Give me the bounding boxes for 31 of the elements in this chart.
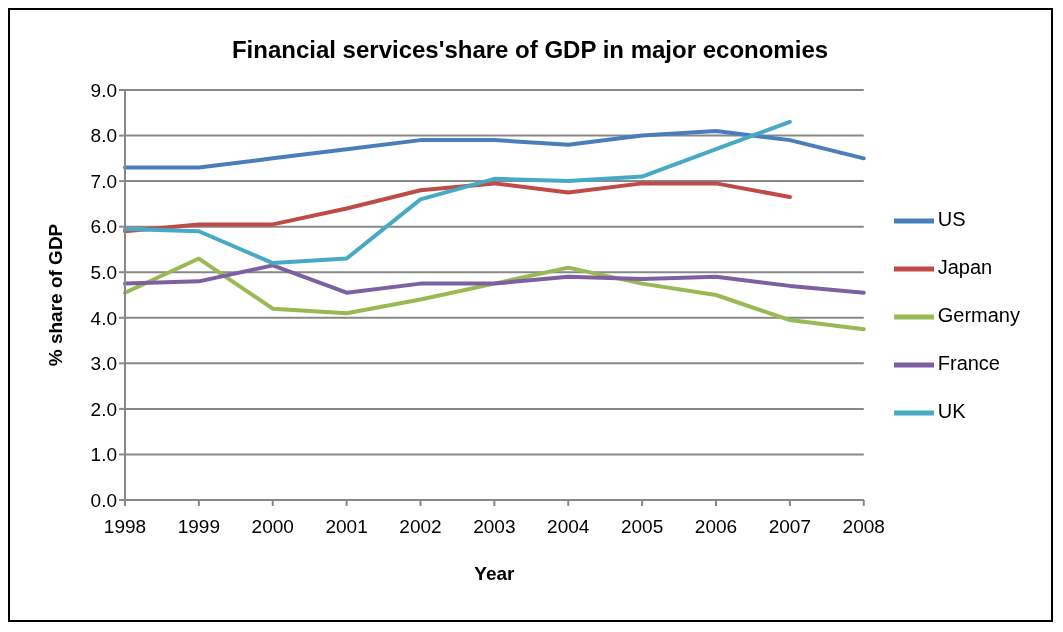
line-series [123,119,792,266]
x-tick-label: 2006 [694,516,738,538]
y-tick-label: 9.0 [90,79,117,101]
y-tick-label: 1.0 [90,444,117,466]
x-tick-label: 2004 [547,516,590,538]
chart-title: Financial services'share of GDP in major economies [230,36,830,64]
legend-label: Japan [937,256,993,278]
y-tick-label: 7.0 [90,170,117,192]
x-tick-label: 2007 [768,516,812,538]
x-tick-label: 1999 [177,516,221,538]
legend-label: UK [937,400,966,422]
y-tick-label: 5.0 [90,261,117,283]
y-tick-label: 6.0 [90,216,117,238]
x-axis-title: Year [474,563,516,584]
x-tick-label: 1998 [103,516,147,538]
x-tick-label: 2001 [325,516,368,538]
y-tick-label: 0.0 [90,489,117,511]
legend-label: Germany [937,304,1020,326]
legend-label: France [937,352,1000,374]
x-tick-label: 2000 [251,516,294,538]
legend-label: US [937,208,966,230]
x-tick-label: 2002 [399,516,442,538]
x-tick-label: 2008 [842,516,885,538]
x-tick-label: 2005 [620,516,664,538]
y-tick-label: 4.0 [90,307,117,329]
y-tick-label: 8.0 [90,125,117,147]
y-tick-label: 3.0 [90,353,117,375]
line-series [123,181,792,234]
y-tick-label: 2.0 [90,398,117,420]
x-tick-label: 2003 [473,516,516,538]
y-axis-title: % share of GDP [44,223,66,367]
